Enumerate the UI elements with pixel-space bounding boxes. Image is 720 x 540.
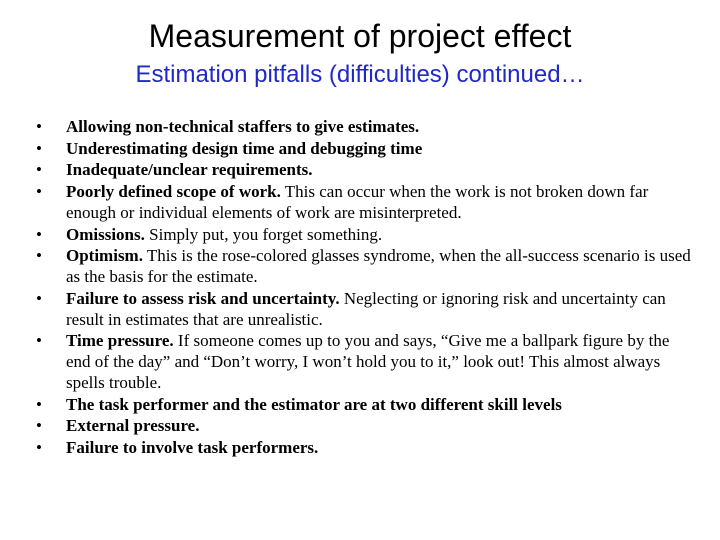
- list-item-lead: Allowing non-technical staffers to give …: [66, 117, 419, 136]
- list-item-rest: This is the rose-colored glasses syndrom…: [66, 246, 691, 286]
- slide: Measurement of project effect Estimation…: [0, 18, 720, 540]
- list-item: Allowing non-technical staffers to give …: [28, 117, 692, 138]
- list-item-lead: Time pressure.: [66, 331, 174, 350]
- slide-subtitle: Estimation pitfalls (difficulties) conti…: [0, 61, 720, 89]
- slide-title: Measurement of project effect: [0, 18, 720, 55]
- list-item: Failure to involve task performers.: [28, 438, 692, 459]
- list-item: External pressure.: [28, 416, 692, 437]
- list-item: Failure to assess risk and uncertainty. …: [28, 289, 692, 330]
- list-item-lead: Failure to assess risk and uncertainty.: [66, 289, 340, 308]
- list-item-lead: The task performer and the estimator are…: [66, 395, 562, 414]
- list-item: Optimism. This is the rose-colored glass…: [28, 246, 692, 287]
- list-item-rest: Simply put, you forget something.: [145, 225, 382, 244]
- list-item-lead: Failure to involve task performers.: [66, 438, 318, 457]
- list-item: Underestimating design time and debuggin…: [28, 139, 692, 160]
- list-item: Poorly defined scope of work. This can o…: [28, 182, 692, 223]
- list-item: Omissions. Simply put, you forget someth…: [28, 225, 692, 246]
- list-item-lead: Optimism.: [66, 246, 143, 265]
- list-item: Inadequate/unclear requirements.: [28, 160, 692, 181]
- list-item-lead: External pressure.: [66, 416, 199, 435]
- list-item-lead: Omissions.: [66, 225, 145, 244]
- list-item: The task performer and the estimator are…: [28, 395, 692, 416]
- bullet-list: Allowing non-technical staffers to give …: [28, 117, 692, 459]
- list-item-lead: Underestimating design time and debuggin…: [66, 139, 422, 158]
- list-item: Time pressure. If someone comes up to yo…: [28, 331, 692, 393]
- list-item-lead: Inadequate/unclear requirements.: [66, 160, 313, 179]
- list-item-lead: Poorly defined scope of work.: [66, 182, 281, 201]
- slide-content: Allowing non-technical staffers to give …: [28, 117, 692, 459]
